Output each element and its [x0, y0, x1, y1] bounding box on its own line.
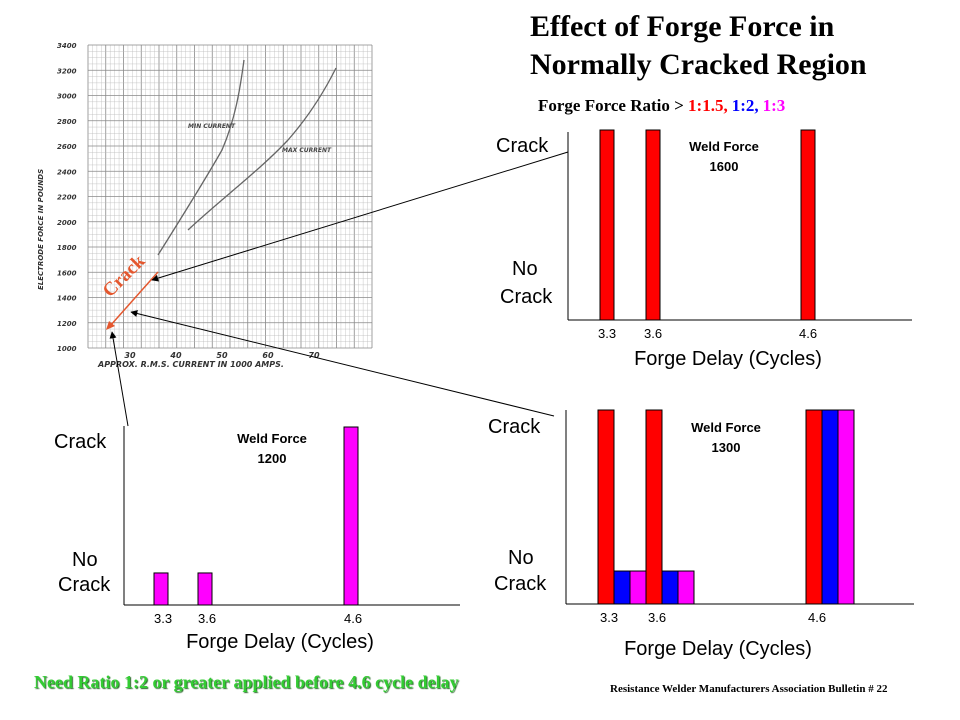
- scan-y-tick-label: 3000: [57, 93, 77, 101]
- scan-x-tick-label: 60: [262, 351, 274, 360]
- scan-x-axis-label: APPROX. R.M.S. CURRENT IN 1000 AMPS.: [97, 360, 284, 369]
- bar-4-6-1-3: [837, 409, 855, 605]
- chart-1200-no-crack-label: Crack: [58, 574, 111, 596]
- crack-span-line: [109, 271, 159, 327]
- chart-1200-bars: [153, 426, 359, 606]
- chart-1200-x-axis-title: Forge Delay (Cycles): [186, 631, 374, 653]
- scan-y-ticks: 1000 1200 1400 1600 1800 2000 2200 2400 2600 2800…: [57, 42, 77, 353]
- scan-y-tick-label: 3200: [57, 67, 77, 75]
- chart-1200-crack-label: Crack: [54, 431, 107, 453]
- chart-1300-tick-labels: 3.3 3.6 4.6: [600, 610, 826, 625]
- chart-1600-bars: [599, 129, 816, 321]
- bar-3-6-1-3: [197, 572, 213, 606]
- x-tick-label-3-3: 3.3: [598, 326, 616, 341]
- bar-3-6-1-1-5: [645, 409, 663, 605]
- bar-3-6-1-3: [677, 570, 695, 605]
- scan-y-axis-label: ELECTRODE FORCE IN POUNDS: [37, 169, 45, 290]
- source-credit: Resistance Welder Manufacturers Associat…: [610, 683, 888, 695]
- chart-1200-weld-force-label: Weld Force: [237, 431, 307, 446]
- max-current-label: MAX CURRENT: [282, 147, 332, 154]
- min-current-label: MIN CURRENT: [188, 123, 236, 130]
- x-tick-label-3-3: 3.3: [154, 611, 172, 626]
- ratio-1-5: 1:1.5,: [688, 96, 728, 115]
- chart-1600-weld-force-label: Weld Force: [689, 139, 759, 154]
- bar-4-6-1-3: [343, 426, 359, 606]
- title-line-2: Normally Cracked Region: [530, 48, 867, 81]
- chart-weld-force-1300: Crack No Crack Weld Force 1300 3.3 3.6 4.6…: [488, 409, 914, 660]
- bar-3-3-1-1-5: [599, 129, 615, 321]
- scan-y-tick-label: 1600: [57, 269, 77, 277]
- ratio-1-3: 1:3: [762, 96, 786, 115]
- scan-y-tick-label: 1800: [57, 244, 77, 252]
- chart-1300-crack-label: Crack: [488, 416, 541, 438]
- chart-1600-no-crack-label: Crack: [500, 286, 553, 308]
- bar-4-6-1-1-5: [805, 409, 823, 605]
- chart-1600-crack-label: Crack: [496, 135, 549, 157]
- x-tick-label-3-6: 3.6: [648, 610, 666, 625]
- bar-3-3-1-2: [613, 570, 631, 605]
- bar-4-6-1-1-5: [800, 129, 816, 321]
- scan-y-tick-label: 2400: [57, 168, 77, 176]
- footer-note: Need Ratio 1:2 or greater applied before…: [34, 672, 459, 692]
- forge-force-ratio-legend: Forge Force Ratio > 1:1.5, 1:2, 1:3: [538, 96, 789, 116]
- chart-1200-weld-force-value: 1200: [258, 451, 287, 466]
- chart-1300-x-axis-title: Forge Delay (Cycles): [624, 638, 812, 660]
- scan-y-tick-label: 2200: [57, 194, 77, 202]
- scan-y-tick-label: 1400: [57, 295, 77, 303]
- bar-3-6-1-2: [661, 570, 679, 605]
- scan-y-tick-label: 1000: [57, 345, 77, 353]
- scan-y-tick-label: 3400: [57, 42, 77, 50]
- x-tick-label-4-6: 4.6: [808, 610, 826, 625]
- x-tick-label-3-6: 3.6: [198, 611, 216, 626]
- scanned-weld-lobe-chart: 1000 1200 1400 1600 1800 2000 2200 2400 2600 2800…: [30, 40, 380, 385]
- chart-1200-tick-labels: 3.3 3.6 4.6: [154, 611, 362, 626]
- x-tick-label-4-6: 4.6: [344, 611, 362, 626]
- scan-y-tick-label: 2800: [57, 118, 77, 126]
- scan-y-tick-label: 1200: [57, 320, 77, 328]
- chart-1300-weld-force-value: 1300: [712, 440, 741, 455]
- scan-x-tick-label: 30: [124, 351, 136, 360]
- x-tick-label-3-6: 3.6: [644, 326, 662, 341]
- scan-y-tick-label: 2000: [57, 219, 77, 227]
- x-tick-label-3-3: 3.3: [600, 610, 618, 625]
- chart-weld-force-1600: Crack No Crack Weld Force 1600 3.3 3.6 4.6…: [496, 129, 912, 370]
- chart-weld-force-1200: Crack No Crack Weld Force 1200 3.3 3.6 4.6…: [54, 426, 460, 653]
- scan-x-tick-label: 50: [216, 351, 228, 360]
- chart-1300-no-crack-label: Crack: [494, 573, 547, 595]
- crack-span-arrowhead: [106, 321, 115, 330]
- scan-y-tick-label: 2600: [57, 143, 77, 151]
- ratio-1-2: 1:2,: [731, 96, 759, 115]
- bar-3-3-1-3: [153, 572, 169, 606]
- bar-4-6-1-2: [821, 409, 839, 605]
- bar-3-6-1-1-5: [645, 129, 661, 321]
- chart-1600-weld-force-value: 1600: [710, 159, 739, 174]
- title-line-1: Effect of Forge Force in: [530, 10, 835, 43]
- scan-x-tick-label: 40: [169, 351, 182, 360]
- bar-3-3-1-1-5: [597, 409, 615, 605]
- page-title: Effect of Forge Force in Normally Cracke…: [530, 8, 950, 84]
- chart-1200-no-label: No: [72, 549, 98, 571]
- chart-1600-no-label: No: [512, 258, 538, 280]
- x-tick-label-4-6: 4.6: [799, 326, 817, 341]
- chart-1300-no-label: No: [508, 547, 534, 569]
- chart-1600-tick-labels: 3.3 3.6 4.6: [598, 326, 817, 341]
- bar-3-3-1-3: [629, 570, 647, 605]
- scan-grid: [87, 44, 373, 349]
- chart-1600-x-axis-title: Forge Delay (Cycles): [634, 348, 822, 370]
- chart-1300-weld-force-label: Weld Force: [691, 420, 761, 435]
- ratio-prefix: Forge Force Ratio >: [538, 96, 689, 115]
- scan-x-tick-label: 70: [308, 351, 320, 360]
